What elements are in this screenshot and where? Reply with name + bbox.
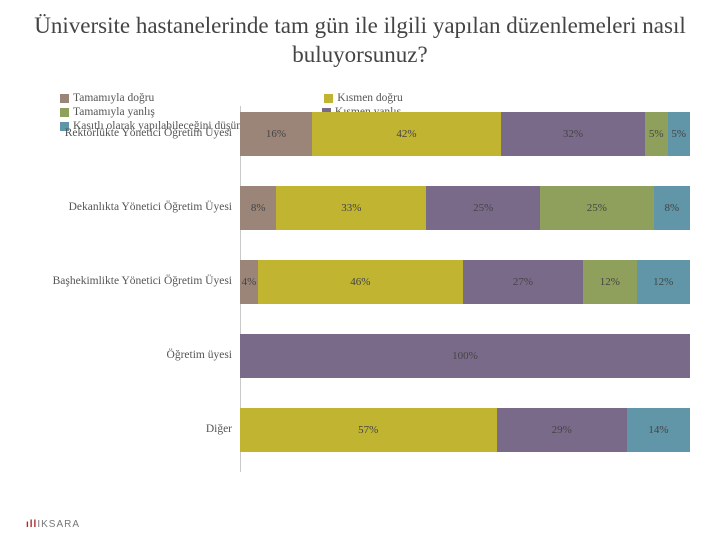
chart-row: Rektörlükte Yönetici Öğretim Üyesi16%42%… [30,112,690,156]
legend-swatch [324,94,333,103]
legend-swatch [60,94,69,103]
row-label: Dekanlıkta Yönetici Öğretim Üyesi [30,201,240,215]
legend-label: Tamamıyla doğru [73,92,154,104]
row-label: Rektörlükte Yönetici Öğretim Üyesi [30,127,240,141]
legend-item: Tamamıyla doğru [60,92,154,104]
bar-segment: 57% [240,408,497,452]
chart-row: Öğretim üyesi100% [30,334,690,378]
bar-segment: 33% [276,186,426,230]
bar-segment: 12% [583,260,636,304]
bar-track: 100% [240,334,690,378]
bar-segment: 14% [627,408,690,452]
bar-track: 8%33%25%25%8% [240,186,690,230]
bar-segment: 4% [240,260,258,304]
bar-track: 57%29%14% [240,408,690,452]
chart-title: Üniversite hastanelerinde tam gün ile il… [0,0,720,88]
chart-row: Diğer57%29%14% [30,408,690,452]
bar-segment: 12% [637,260,690,304]
bar-segment: 32% [501,112,645,156]
row-label: Diğer [30,423,240,437]
bar-track: 16%42%32%5%5% [240,112,690,156]
bar-segment: 29% [497,408,628,452]
bar-track: 4%46%27%12%12% [240,260,690,304]
bar-segment: 27% [463,260,583,304]
chart-row: Dekanlıkta Yönetici Öğretim Üyesi8%33%25… [30,186,690,230]
bar-segment: 100% [240,334,690,378]
chart-row: Başhekimlikte Yönetici Öğretim Üyesi4%46… [30,260,690,304]
chart-area: Rektörlükte Yönetici Öğretim Üyesi16%42%… [30,112,690,500]
row-label: Öğretim üyesi [30,349,240,363]
legend-label: Kısmen doğru [337,92,402,104]
bar-segment: 5% [668,112,691,156]
logo-text: IKSARA [37,519,80,530]
logo: ıllIKSARA [26,519,80,530]
bar-segment: 8% [240,186,276,230]
row-label: Başhekimlikte Yönetici Öğretim Üyesi [30,275,240,289]
bar-segment: 16% [240,112,312,156]
bar-segment: 25% [426,186,540,230]
bar-segment: 42% [312,112,501,156]
bar-segment: 5% [645,112,668,156]
bar-segment: 8% [654,186,690,230]
logo-bars-icon: ıll [26,519,37,530]
legend-item: Kısmen doğru [324,92,402,104]
bar-segment: 25% [540,186,654,230]
bar-segment: 46% [258,260,463,304]
